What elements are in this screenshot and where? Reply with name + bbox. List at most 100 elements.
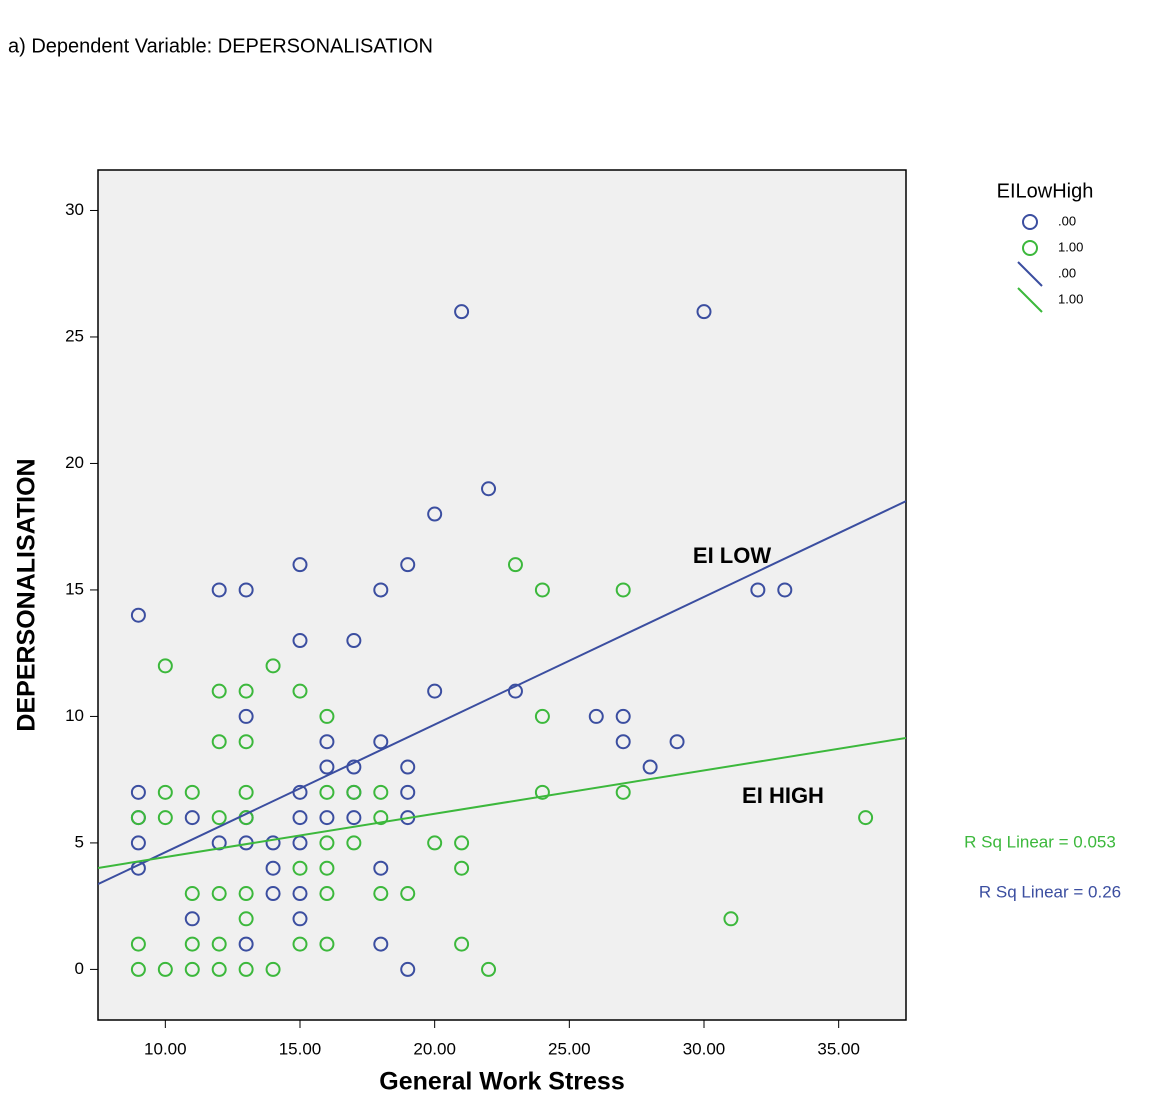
x-tick-label: 15.00 — [279, 1039, 322, 1058]
point — [238, 961, 254, 977]
point — [238, 734, 254, 750]
r-squared-label: R Sq Linear = 0.26 — [979, 882, 1121, 901]
point — [696, 304, 712, 320]
point — [184, 911, 200, 927]
x-axis-title: General Work Stress — [379, 1068, 624, 1096]
y-tick-label: 20 — [65, 453, 84, 472]
point — [400, 961, 416, 977]
x-tick-label: 10.00 — [144, 1039, 187, 1058]
point — [130, 961, 146, 977]
legend-symbol — [1017, 261, 1043, 287]
legend-label: 1.00 — [1058, 239, 1083, 254]
point — [642, 759, 658, 775]
point — [400, 759, 416, 775]
y-tick-label: 5 — [75, 832, 84, 851]
plot-area — [97, 169, 907, 1021]
point — [346, 810, 362, 826]
fit-line — [98, 736, 906, 869]
point — [615, 784, 631, 800]
fit-line — [98, 500, 906, 886]
point — [534, 708, 550, 724]
x-tick-label: 35.00 — [817, 1039, 860, 1058]
x-tick-label: 30.00 — [683, 1039, 726, 1058]
point — [373, 860, 389, 876]
point — [265, 886, 281, 902]
point — [481, 481, 497, 497]
point — [130, 784, 146, 800]
point — [292, 860, 308, 876]
point — [319, 810, 335, 826]
point — [507, 557, 523, 573]
point — [373, 810, 389, 826]
point — [777, 582, 793, 598]
point — [184, 784, 200, 800]
point — [211, 810, 227, 826]
point — [427, 506, 443, 522]
point — [130, 607, 146, 623]
point — [292, 683, 308, 699]
point — [373, 936, 389, 952]
chart-title: a) Dependent Variable: DEPERSONALISATION — [8, 35, 433, 57]
point — [319, 936, 335, 952]
point — [454, 835, 470, 851]
point — [319, 708, 335, 724]
point — [669, 734, 685, 750]
point — [157, 961, 173, 977]
point — [211, 886, 227, 902]
point — [211, 961, 227, 977]
point — [400, 557, 416, 573]
point — [454, 936, 470, 952]
point — [507, 683, 523, 699]
point — [454, 860, 470, 876]
legend-symbol — [1022, 214, 1038, 230]
point — [184, 810, 200, 826]
point — [615, 582, 631, 598]
point — [265, 961, 281, 977]
point — [534, 582, 550, 598]
point — [292, 557, 308, 573]
point — [373, 886, 389, 902]
point — [238, 683, 254, 699]
point — [615, 734, 631, 750]
y-tick-label: 15 — [65, 579, 84, 598]
point — [157, 784, 173, 800]
legend-symbol — [1022, 240, 1038, 256]
x-tick-label: 25.00 — [548, 1039, 591, 1058]
legend-label: .00 — [1058, 213, 1076, 228]
legend-label: .00 — [1058, 265, 1076, 280]
point — [427, 683, 443, 699]
point — [534, 784, 550, 800]
legend-symbol — [1017, 287, 1043, 313]
point — [319, 784, 335, 800]
point — [723, 911, 739, 927]
point — [265, 658, 281, 674]
point — [750, 582, 766, 598]
point — [319, 860, 335, 876]
point — [211, 734, 227, 750]
point — [454, 304, 470, 320]
point — [858, 810, 874, 826]
point — [588, 708, 604, 724]
y-tick-label: 30 — [65, 200, 84, 219]
point — [292, 911, 308, 927]
point — [130, 810, 146, 826]
point — [238, 708, 254, 724]
point — [238, 936, 254, 952]
point — [238, 911, 254, 927]
point — [130, 936, 146, 952]
point — [292, 886, 308, 902]
point — [130, 835, 146, 851]
point — [184, 936, 200, 952]
y-tick-label: 10 — [65, 706, 84, 725]
point — [211, 582, 227, 598]
point — [481, 961, 497, 977]
point — [319, 759, 335, 775]
legend-label: 1.00 — [1058, 291, 1083, 306]
point — [319, 835, 335, 851]
point — [373, 734, 389, 750]
point — [265, 860, 281, 876]
point — [238, 784, 254, 800]
point — [400, 886, 416, 902]
point — [184, 961, 200, 977]
